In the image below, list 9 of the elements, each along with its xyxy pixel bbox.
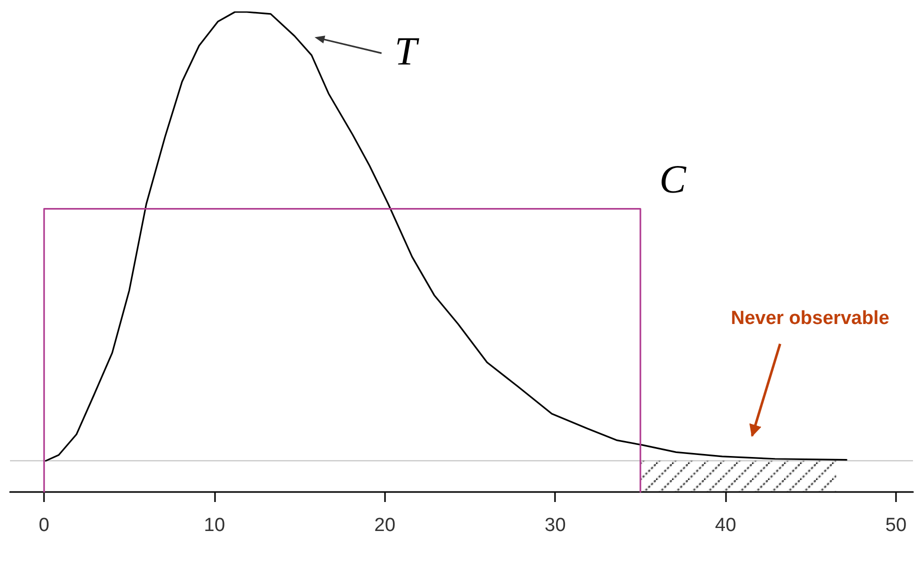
x-tick-label: 0: [38, 515, 50, 536]
x-tick-label: 40: [715, 515, 736, 536]
x-tick-label: 10: [204, 515, 226, 536]
x-tick-label: 20: [374, 515, 396, 536]
x-tick-label: 30: [544, 515, 566, 536]
series-label: C: [659, 156, 688, 202]
x-tick-label: 50: [885, 515, 907, 536]
series-label: T: [394, 28, 420, 74]
annotation: Never observable: [730, 308, 890, 329]
